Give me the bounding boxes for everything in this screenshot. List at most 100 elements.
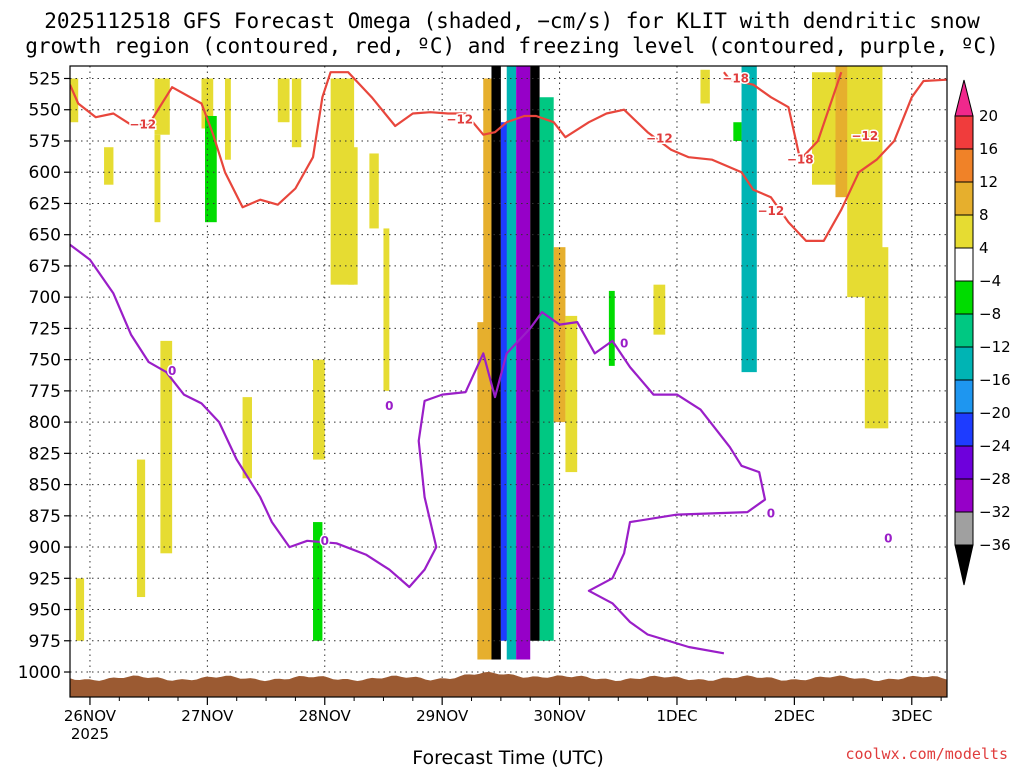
colorbar-swatch-9	[954, 412, 974, 447]
omega-shade-11	[383, 228, 390, 391]
colorbar: 20 16 12 8 4 −4 −8 −12 −16 −20 −24 −28 −32 −36	[954, 79, 1011, 586]
colorbar-label-9: −20	[979, 404, 1011, 422]
omega-shade-7	[291, 78, 302, 148]
plot-frame	[69, 65, 948, 698]
x-tick-label-7: 3DEC	[891, 707, 932, 725]
colorbar-swatch-6	[954, 313, 974, 348]
omega-shade-23	[516, 66, 531, 660]
colorbar-swatch-10	[954, 445, 974, 480]
contour-labels: −12 −12 −12 −12 −12 −18 −18 0 0 0 0 0 0	[128, 70, 894, 549]
y-tick-label-0: 525	[29, 69, 61, 89]
colorbar-label-13: −36	[979, 536, 1011, 554]
colorbar-label-7: −12	[979, 338, 1011, 356]
colorbar-swatch-11	[954, 478, 974, 513]
omega-shade-14	[242, 397, 252, 479]
omega-shade-2	[154, 134, 161, 223]
omega-shade-30	[653, 284, 666, 335]
colorbar-label-12: −32	[979, 503, 1011, 521]
contour-line-1	[723, 71, 843, 161]
x-tick-label-2: 28NOV	[299, 707, 352, 725]
omega-shade-37	[864, 247, 889, 429]
omega-shade-12	[104, 147, 114, 185]
omega-shade-20	[491, 66, 501, 660]
y-axis-ticks: 525 550 575 600 625 650 675 700 725 750 775 800 825 8…	[18, 69, 70, 683]
y-tick-label-4: 625	[29, 194, 61, 214]
contour-label-2-1: 0	[385, 399, 393, 413]
colorbar-swatch-0	[954, 115, 974, 150]
chart-title-line-1: 2025112518 GFS Forecast Omega (shaded, −…	[44, 9, 980, 33]
colorbar-swatch-7	[954, 346, 974, 381]
contour-line-2	[70, 243, 767, 655]
y-tick-label-9: 750	[29, 351, 61, 371]
chart-title-line-2: growth region (contoured, red, ºC) and f…	[25, 34, 999, 58]
omega-shade-28	[477, 322, 490, 660]
x-axis-label: Forecast Time (UTC)	[412, 747, 603, 768]
contours	[70, 71, 947, 655]
contour-line-0	[70, 71, 947, 242]
grid-lines	[70, 66, 947, 697]
y-tick-label-16: 925	[29, 569, 61, 589]
y-tick-label-2: 575	[29, 132, 61, 152]
omega-shade-16	[75, 578, 85, 641]
omega-shade-32	[733, 122, 742, 141]
omega-shade-15	[313, 359, 325, 460]
colorbar-swatch-8	[954, 379, 974, 414]
colorbar-swatch-1	[954, 148, 974, 183]
x-tick-label-6: 2DEC	[774, 707, 815, 725]
x-tick-label-1: 27NOV	[181, 707, 234, 725]
omega-shade-26	[553, 247, 566, 423]
terrain-shape	[70, 671, 947, 697]
omega-shade-5	[224, 78, 231, 160]
contour-label-2-0: 0	[168, 364, 176, 378]
colorbar-label-5: −4	[979, 272, 1001, 290]
x-tick-label-5: 1DEC	[656, 707, 697, 725]
omega-shade-9	[348, 147, 358, 285]
colorbar-label-3: 8	[979, 206, 989, 224]
contour-label-0-0: −12	[129, 118, 156, 132]
colorbar-label-10: −24	[979, 437, 1011, 455]
colorbar-bottom-triangle	[954, 544, 974, 586]
colorbar-swatch-2	[954, 181, 974, 216]
y-tick-label-18: 975	[29, 632, 61, 652]
omega-shade-3	[201, 78, 214, 129]
colorbar-label-1: 16	[979, 140, 998, 158]
colorbar-top-triangle	[954, 79, 974, 117]
omega-shade-31	[700, 69, 710, 104]
contour-label-0-4: −12	[851, 129, 878, 143]
y-tick-label-10: 775	[29, 382, 61, 402]
omega-shade-17	[136, 459, 146, 598]
y-tick-label-8: 725	[29, 319, 61, 339]
y-tick-label-14: 875	[29, 507, 61, 527]
x-tick-label-3: 29NOV	[416, 707, 469, 725]
y-tick-label-1: 550	[29, 101, 61, 121]
x-tick-label-4: 30NOV	[534, 707, 587, 725]
y-tick-label-12: 825	[29, 444, 61, 464]
contour-label-0-2: −12	[646, 131, 673, 145]
colorbar-swatch-12	[954, 511, 974, 546]
x-tick-label-0: 26NOV	[64, 707, 117, 725]
omega-shade-27	[565, 315, 578, 473]
contour-label-2-5: 0	[884, 531, 892, 545]
y-tick-label-15: 900	[29, 538, 61, 558]
contour-label-2-3: 0	[620, 336, 628, 350]
y-tick-label-6: 675	[29, 257, 61, 277]
contour-label-1-0: −18	[722, 71, 749, 85]
omega-shading	[70, 66, 889, 660]
omega-shade-10	[369, 153, 379, 229]
y-tick-label-3: 600	[29, 163, 61, 183]
omega-shade-6	[277, 78, 290, 123]
omega-shade-22	[506, 66, 517, 660]
credit-text[interactable]: coolwx.com/modelts	[845, 745, 1008, 763]
omega-shade-33	[741, 66, 757, 373]
y-tick-label-17: 950	[29, 601, 61, 621]
y-tick-label-19: 1000	[18, 663, 61, 683]
colorbar-swatch-4	[954, 247, 974, 282]
colorbar-label-8: −16	[979, 371, 1011, 389]
contour-label-2-2: 0	[321, 534, 329, 548]
y-tick-label-5: 650	[29, 226, 61, 246]
y-tick-label-7: 700	[29, 288, 61, 308]
omega-shade-29	[608, 290, 615, 366]
omega-shade-18	[313, 522, 323, 641]
